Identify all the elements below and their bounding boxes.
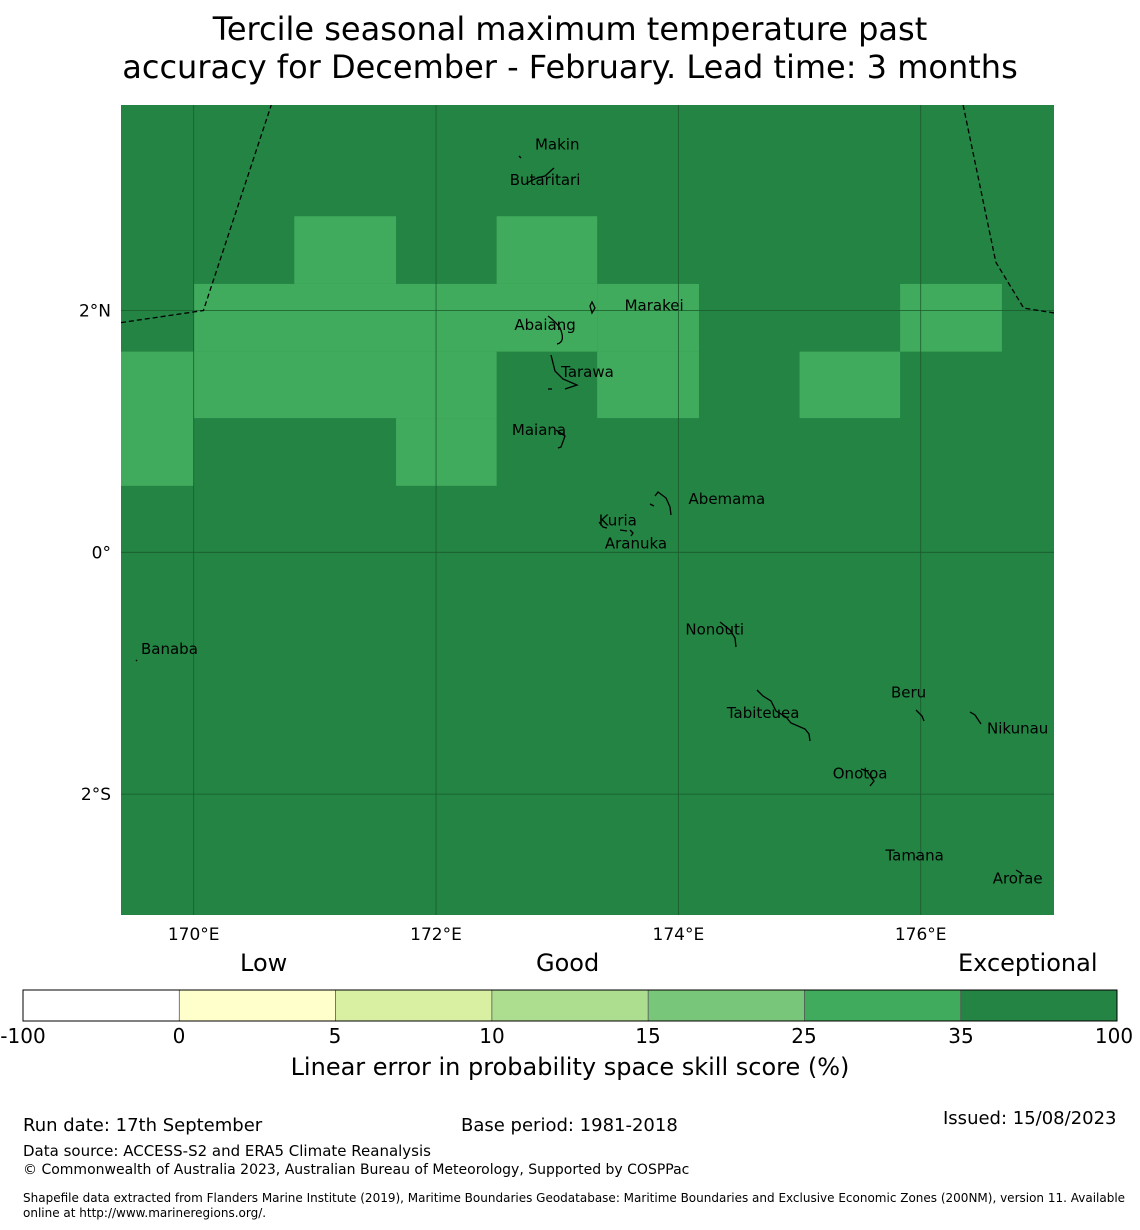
chart-title: Tercile seasonal maximum temperature pas… — [0, 10, 1140, 86]
colorbar-title: Linear error in probability space skill … — [290, 1053, 850, 1081]
kuria-outline — [598, 521, 634, 537]
skill-cell-25-35 — [799, 351, 901, 419]
colorbar-tick-label: -100 — [0, 1024, 46, 1048]
island-label-nikunau: Nikunau — [987, 720, 1048, 738]
island-label-marakei: Marakei — [625, 297, 684, 315]
island-labels: Makin Butaritari Marakei Abaiang Tarawa Maian… — [141, 136, 1048, 888]
colorbar-outline — [22, 989, 1118, 1022]
latitude-tick-label: 0° — [92, 543, 111, 563]
maiana-outline — [555, 429, 566, 449]
island-label-abemama: Abemama — [689, 490, 766, 508]
nikunau-outline — [969, 711, 982, 725]
colorbar-bin — [23, 990, 180, 1021]
island-outlines — [135, 155, 1023, 877]
colorbar — [22, 989, 1118, 1022]
colorbar-bin — [960, 990, 1117, 1021]
longitude-tick-label: 176°E — [895, 925, 947, 945]
longitude-tick-label: 172°E — [410, 925, 462, 945]
skill-cell-25-35 — [294, 216, 397, 284]
island-label-abaiang: Abaiang — [514, 316, 575, 334]
abaiang-outline — [547, 315, 564, 345]
tamana-outline — [915, 856, 919, 860]
island-label-arorae: Arorae — [993, 870, 1043, 888]
marakei-outline — [589, 300, 596, 315]
colorbar-tick-label: 25 — [791, 1024, 817, 1048]
colorbar-tick-label: 10 — [479, 1024, 505, 1048]
skill-cell-25-35 — [396, 418, 497, 486]
axis-tick-labels: 170°E 172°E 174°E 176°E 2°N 0° 2°S — [79, 302, 947, 945]
skill-cell-25-35 — [121, 351, 194, 486]
data-source: Data source: ACCESS-S2 and ERA5 Climate … — [23, 1142, 431, 1160]
colorbar-tick-label: 5 — [328, 1024, 342, 1048]
colorbar-tick-label: 15 — [635, 1024, 661, 1048]
island-label-onotoa: Onotoa — [833, 764, 888, 782]
skill-cells — [121, 216, 1002, 486]
island-label-beru: Beru — [891, 683, 926, 701]
skill-cell-25-35 — [597, 283, 699, 352]
onotoa-outline — [860, 768, 875, 787]
island-label-banaba: Banaba — [141, 640, 198, 658]
nonouti-outline — [719, 621, 737, 648]
island-label-kuria: Kuria — [599, 512, 637, 530]
longitude-tick-label: 170°E — [168, 925, 220, 945]
beru-outline — [915, 709, 925, 722]
skill-cell-25-35 — [193, 351, 497, 419]
island-label-makin: Makin — [535, 136, 580, 154]
tabiteuea-outline — [756, 689, 811, 742]
island-label-nonouti: Nonouti — [685, 621, 744, 639]
eez-boundary-line — [962, 105, 1054, 314]
title-line-2: accuracy for December - February. Lead t… — [122, 48, 1018, 86]
base-period: Base period: 1981-2018 — [461, 1115, 678, 1136]
banaba-outline — [135, 659, 138, 662]
eez-boundary-line — [121, 105, 272, 324]
butaritari-outline — [526, 167, 555, 184]
colorbar-tick-label: 0 — [172, 1024, 186, 1048]
island-label-butaritari: Butaritari — [510, 171, 581, 189]
tarawa-outline — [548, 354, 579, 390]
shapefile-credit-line-2: online at http://www.marineregions.org/. — [23, 1206, 267, 1220]
longitude-tick-label: 174°E — [653, 925, 705, 945]
skill-cell-25-35 — [900, 283, 1002, 352]
island-label-maiana: Maiana — [512, 421, 566, 439]
abemama-outline — [649, 491, 672, 516]
arorae-outline — [1015, 869, 1023, 877]
makin-outline — [518, 155, 522, 159]
island-label-tabiteuea: Tabiteuea — [726, 704, 800, 722]
category-exceptional-label: Exceptional — [958, 949, 1098, 977]
issued-date: Issued: 15/08/2023 — [943, 1108, 1117, 1129]
colorbar-bin — [648, 990, 805, 1021]
colorbar-bin — [804, 990, 961, 1021]
latitude-tick-label: 2°S — [81, 785, 111, 805]
skill-cell-25-35 — [496, 216, 598, 284]
shapefile-credit-line-1: Shapefile data extracted from Flanders M… — [23, 1191, 1126, 1205]
island-label-aranuka: Aranuka — [605, 535, 667, 553]
colorbar-bin — [179, 990, 336, 1021]
skill-cell-25-35 — [193, 283, 598, 352]
run-date: Run date: 17th September — [23, 1115, 263, 1136]
colorbar-bin — [491, 990, 649, 1021]
island-label-tarawa: Tarawa — [560, 363, 614, 381]
copyright-notice: © Commonwealth of Australia 2023, Austra… — [23, 1162, 690, 1178]
colorbar-bin — [335, 990, 492, 1021]
skill-cell-25-35 — [597, 351, 699, 419]
category-good-label: Good — [536, 949, 600, 977]
island-label-tamana: Tamana — [884, 847, 943, 865]
title-line-1: Tercile seasonal maximum temperature pas… — [212, 10, 928, 48]
eez-boundaries — [121, 105, 1054, 324]
graticule — [121, 105, 1054, 915]
latitude-tick-label: 2°N — [79, 302, 111, 322]
colorbar-tick-label: 35 — [948, 1024, 974, 1048]
category-low-label: Low — [240, 949, 288, 977]
colorbar-tick-label: 100 — [1094, 1024, 1134, 1048]
